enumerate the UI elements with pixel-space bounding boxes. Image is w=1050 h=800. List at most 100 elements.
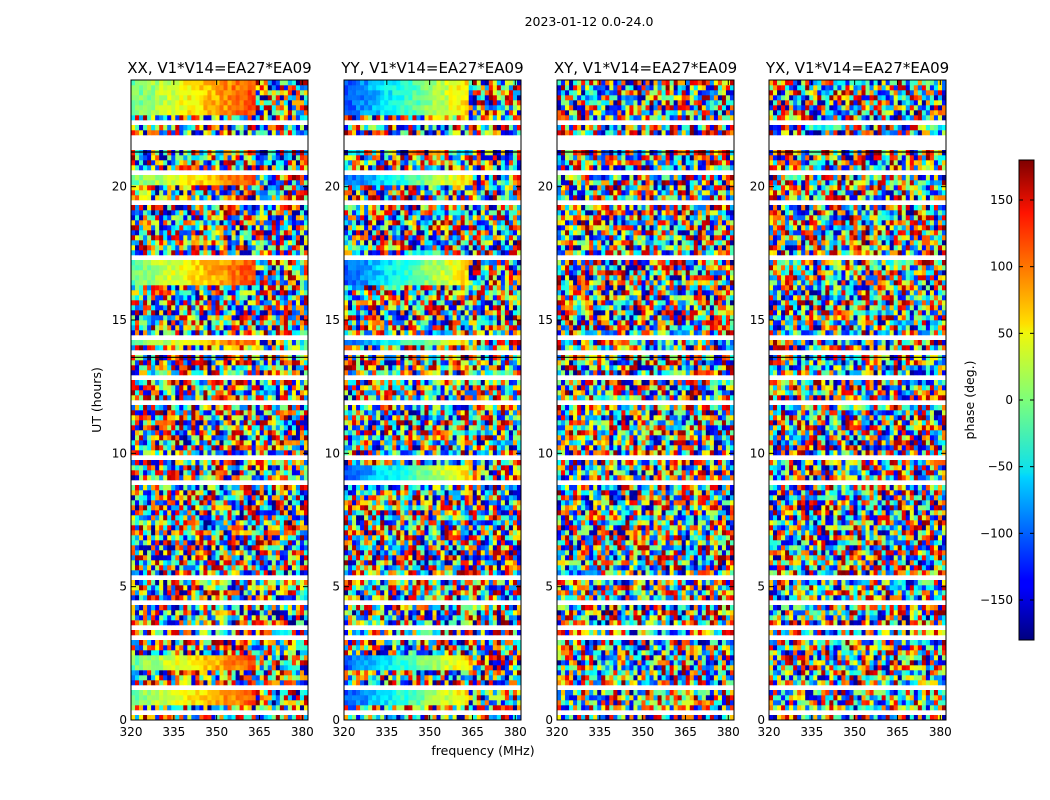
heatmap-cell	[167, 645, 172, 651]
heatmap-cell	[267, 660, 273, 666]
heatmap-cell	[183, 560, 188, 566]
heatmap-cell	[159, 155, 164, 161]
heatmap-cell	[299, 580, 305, 586]
heatmap-cell	[239, 655, 244, 661]
heatmap-cell	[267, 210, 273, 216]
heatmap-cell	[215, 580, 220, 586]
heatmap-cell	[231, 445, 236, 451]
heatmap-cell	[199, 420, 204, 426]
heatmap-cell	[135, 105, 140, 111]
heatmap-cell	[420, 695, 425, 701]
heatmap-cell	[303, 445, 308, 451]
heatmap-cell	[135, 410, 140, 416]
heatmap-cell	[131, 160, 136, 166]
heatmap-cell	[195, 420, 200, 426]
heatmap-cell	[223, 270, 228, 276]
heatmap-cell	[275, 550, 281, 556]
heatmap-cell	[271, 690, 277, 696]
heatmap-cell	[295, 130, 301, 136]
heatmap-cell	[151, 440, 156, 446]
heatmap-cell	[195, 670, 200, 676]
heatmap-cell	[199, 660, 204, 666]
heatmap-cell	[187, 450, 192, 456]
heatmap-cell	[275, 130, 281, 136]
heatmap-cell	[179, 500, 184, 506]
heatmap-cell	[263, 535, 269, 541]
heatmap-cell	[263, 80, 269, 86]
heatmap-cell	[143, 450, 148, 456]
heatmap-cell	[295, 475, 301, 481]
heatmap-cell	[155, 605, 160, 611]
heatmap-cell	[243, 570, 248, 576]
heatmap-cell	[163, 695, 168, 701]
heatmap-cell	[259, 510, 265, 516]
heatmap-cell	[163, 410, 168, 416]
heatmap-cell	[199, 235, 204, 241]
heatmap-cell	[199, 700, 204, 706]
heatmap-cell	[155, 185, 160, 191]
heatmap-cell	[151, 535, 156, 541]
heatmap-cell	[267, 265, 273, 271]
heatmap-cell	[167, 675, 172, 681]
heatmap-cell	[295, 95, 301, 101]
heatmap-cell	[143, 385, 148, 391]
heatmap-cell	[191, 595, 196, 601]
heatmap-cell	[191, 370, 196, 376]
heatmap-cell	[303, 690, 308, 696]
heatmap-cell	[223, 630, 228, 636]
heatmap-cell	[183, 295, 188, 301]
heatmap-cell	[231, 550, 236, 556]
heatmap-cell	[303, 205, 308, 211]
heatmap-cell	[279, 365, 285, 371]
heatmap-cell	[131, 80, 136, 86]
heatmap-cell	[291, 265, 297, 271]
heatmap-cell	[255, 535, 261, 541]
heatmap-cell	[255, 180, 261, 186]
heatmap-cell	[227, 380, 232, 386]
heatmap-cell	[255, 280, 261, 286]
heatmap-cell	[187, 610, 192, 616]
heatmap-cell	[251, 460, 256, 466]
heatmap-cell	[287, 260, 293, 266]
heatmap-cell	[215, 640, 220, 646]
heatmap-cell	[187, 80, 192, 86]
heatmap-cell	[163, 280, 168, 286]
heatmap-cell	[139, 520, 144, 526]
heatmap-cell	[303, 630, 308, 636]
heatmap-cell	[291, 325, 297, 331]
heatmap-cell	[191, 640, 196, 646]
heatmap-cell	[295, 490, 301, 496]
heatmap-cell	[267, 360, 273, 366]
heatmap-cell	[163, 130, 168, 136]
heatmap-cell	[295, 585, 301, 591]
heatmap-cell	[215, 500, 220, 506]
heatmap-cell	[275, 100, 281, 106]
heatmap-cell	[263, 640, 269, 646]
heatmap-cell	[303, 505, 308, 511]
heatmap-cell	[291, 645, 297, 651]
heatmap-cell	[263, 545, 269, 551]
heatmap-cell	[227, 665, 232, 671]
heatmap-cell	[275, 460, 281, 466]
heatmap-cell	[271, 385, 277, 391]
y-tick-label: 5	[119, 580, 127, 594]
heatmap-cell	[303, 190, 308, 196]
heatmap-cell	[199, 85, 204, 91]
heatmap-cell	[195, 360, 200, 366]
heatmap-cell	[147, 245, 152, 251]
heatmap-cell	[163, 275, 168, 281]
heatmap-cell	[203, 190, 208, 196]
heatmap-cell	[183, 470, 188, 476]
heatmap-cell	[219, 475, 224, 481]
heatmap-cell	[191, 555, 196, 561]
heatmap-cell	[251, 410, 256, 416]
heatmap-cell	[159, 425, 164, 431]
heatmap-cell	[267, 260, 273, 266]
heatmap-cell	[187, 700, 192, 706]
heatmap-cell	[203, 280, 208, 286]
heatmap-cell	[175, 430, 180, 436]
heatmap-cell	[267, 510, 273, 516]
heatmap-cell	[191, 605, 196, 611]
heatmap-cell	[275, 510, 281, 516]
heatmap-cell	[199, 95, 204, 101]
